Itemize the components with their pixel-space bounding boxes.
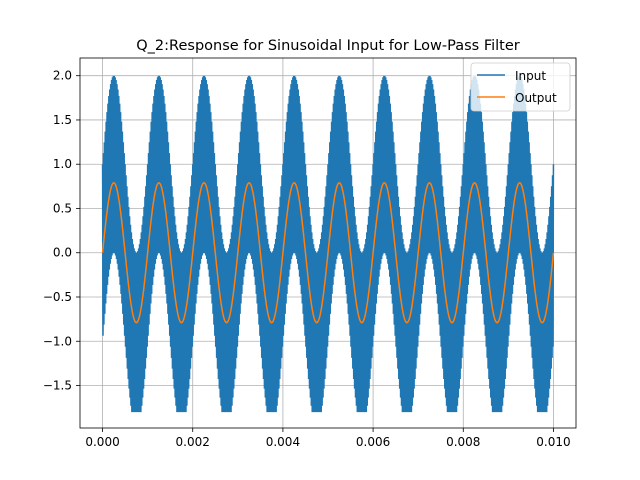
series-output-line — [101, 182, 555, 324]
chart-title: Q_2:Response for Sinusoidal Input for Lo… — [136, 38, 519, 54]
y-tick-label: −1.5 — [43, 379, 72, 393]
y-tick-label: 0.5 — [53, 201, 72, 215]
legend-label-output: Output — [515, 91, 557, 105]
x-tick-label: 0.010 — [536, 435, 570, 449]
y-tick-label: 0.0 — [53, 246, 72, 260]
x-tick-label: 0.004 — [266, 435, 300, 449]
plot-area — [101, 75, 555, 413]
x-axis: 0.000 0.002 0.004 0.006 0.008 0.010 — [85, 428, 571, 449]
legend: Input Output — [470, 62, 571, 112]
x-tick-label: 0.002 — [176, 435, 210, 449]
y-axis: −1.5 −1.0 −0.5 0.0 0.5 1.0 1.5 2.0 — [43, 69, 80, 393]
x-tick-label: 0.006 — [356, 435, 390, 449]
y-tick-label: 1.5 — [53, 113, 72, 127]
plot-frame — [79, 57, 577, 429]
y-tick-label: 1.0 — [53, 157, 72, 171]
x-tick-label: 0.008 — [446, 435, 480, 449]
legend-label-input: Input — [515, 69, 546, 83]
series-input-line — [101, 75, 555, 413]
x-tick-label: 0.000 — [85, 435, 119, 449]
y-tick-label: −0.5 — [43, 290, 72, 304]
y-tick-label: 2.0 — [53, 69, 72, 83]
y-tick-label: −1.0 — [43, 334, 72, 348]
